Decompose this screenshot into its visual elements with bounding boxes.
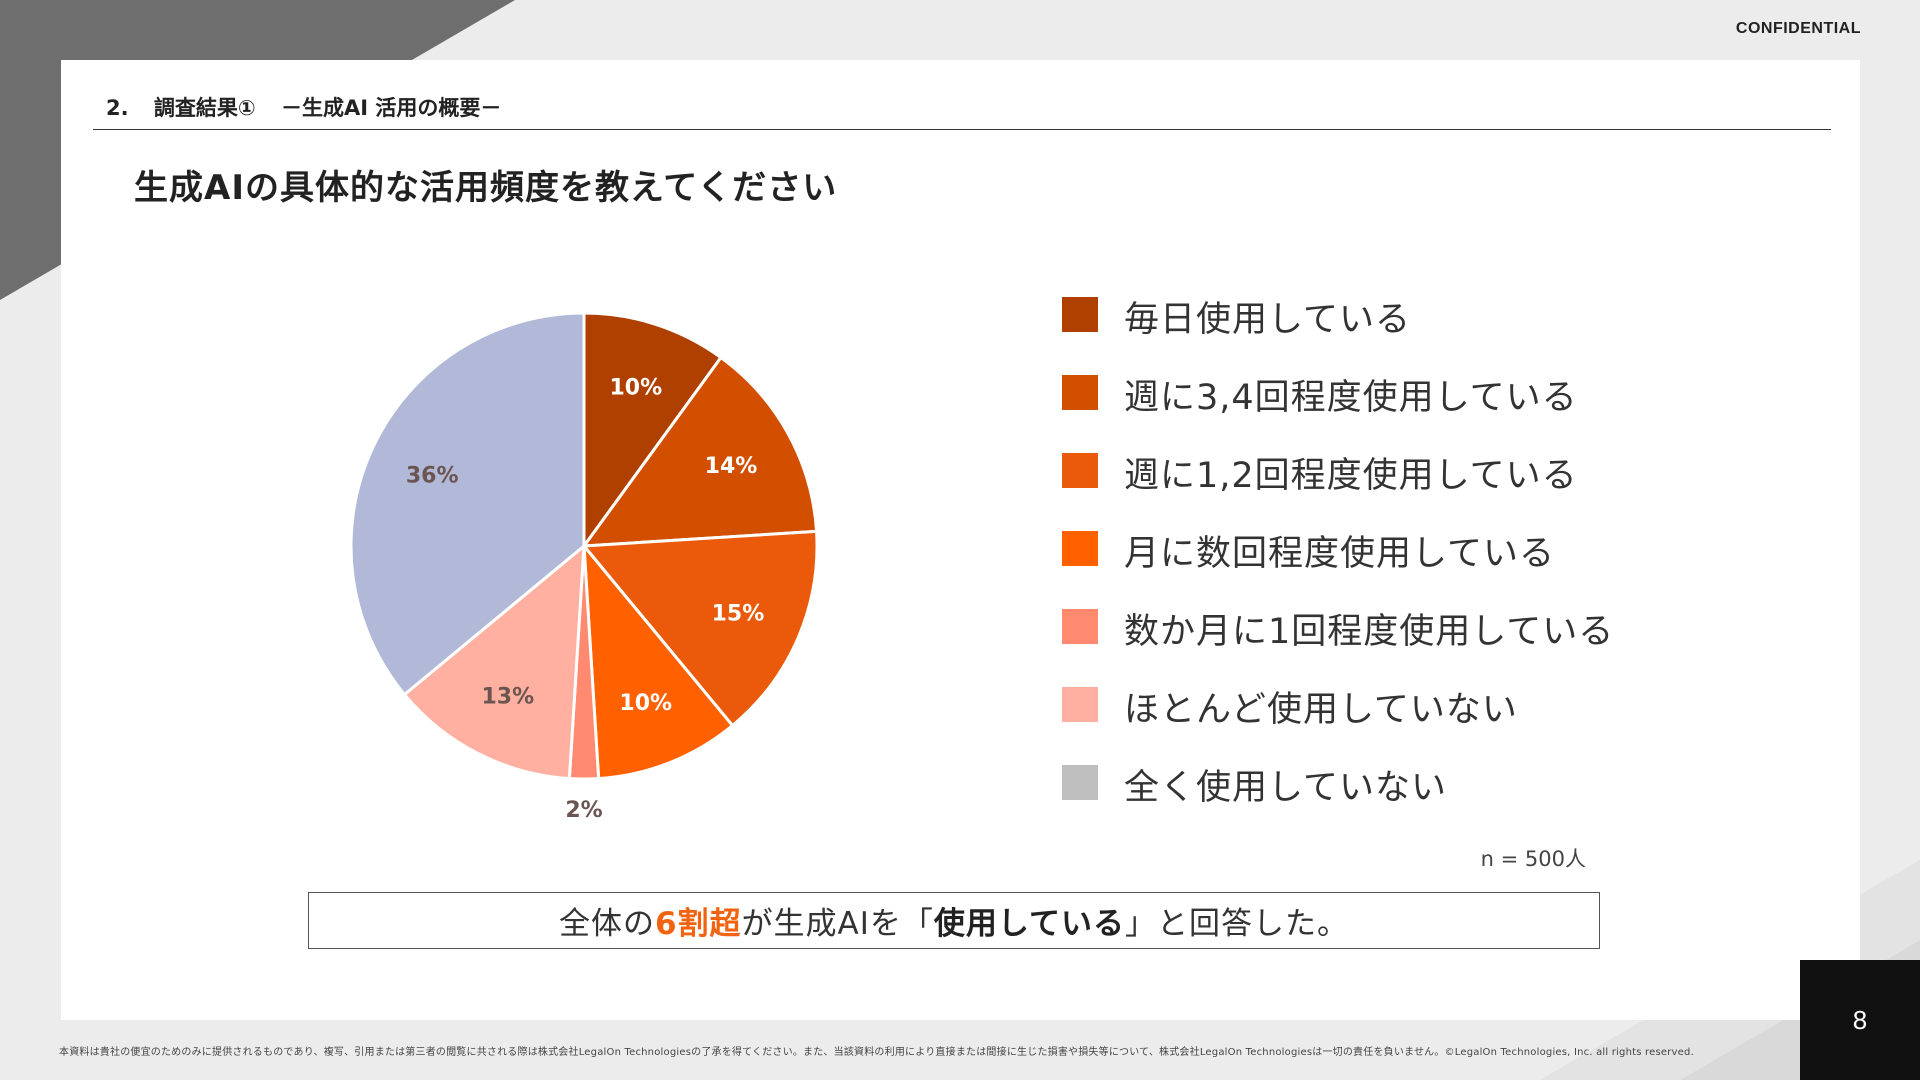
legend-item: 毎日使用している <box>1062 291 1682 340</box>
legend-label: 毎日使用している <box>1124 300 1411 340</box>
section-divider <box>93 129 1831 130</box>
legend-swatch <box>1062 531 1098 566</box>
legend-swatch <box>1062 297 1098 332</box>
footer-disclaimer: 本資料は貴社の便宜のためのみに提供されるものであり、複写、引用または第三者の閲覧… <box>59 1047 1694 1058</box>
pie-slice <box>582 311 724 551</box>
legend-item: 数か月に1回程度使用している <box>1062 603 1682 652</box>
section-subtitle: －生成AI 活用の概要－ <box>281 96 502 120</box>
legend-swatch <box>1062 687 1098 722</box>
legend-item: 週に1,2回程度使用している <box>1062 447 1682 496</box>
legend-swatch <box>1062 375 1098 410</box>
legend-swatch <box>1062 765 1098 800</box>
pie-data-label: 10% <box>610 375 663 400</box>
conclusion-highlight: 6割超 <box>654 906 742 942</box>
pie-slice <box>580 529 819 728</box>
legend-swatch <box>1062 609 1098 644</box>
pie-data-label: 10% <box>619 691 672 716</box>
pie-slice <box>582 541 735 781</box>
legend-label: 数か月に1回程度使用している <box>1124 612 1615 652</box>
legend-label: 週に1,2回程度使用している <box>1124 456 1578 496</box>
legend-item: 全く使用していない <box>1062 759 1682 808</box>
sample-size-note: n = 500人 <box>1480 847 1586 871</box>
conclusion-text: が生成AIを「 <box>741 906 934 942</box>
conclusion-text: 全体の <box>558 906 655 942</box>
legend-swatch <box>1062 453 1098 488</box>
conclusion-box: 全体の 6割超 が生成AIを「 使用している 」と回答した。 <box>308 892 1600 949</box>
pie-slice <box>349 311 586 697</box>
legend-label: 全く使用していない <box>1124 768 1447 808</box>
pie-data-label: 15% <box>712 602 765 627</box>
conclusion-emphasis: 使用している <box>933 906 1125 942</box>
legend-item: ほとんど使用していない <box>1062 681 1682 730</box>
legend-label: ほとんど使用していない <box>1124 690 1518 730</box>
confidential-label: CONFIDENTIAL <box>1735 20 1861 37</box>
legend-item: 月に数回程度使用している <box>1062 525 1682 574</box>
legend-label: 週に3,4回程度使用している <box>1124 378 1578 418</box>
pie-slice <box>402 542 586 781</box>
legend-item: 週に3,4回程度使用している <box>1062 369 1682 418</box>
pie-data-label: 14% <box>705 454 758 479</box>
pie-data-label: 2% <box>565 798 602 823</box>
section-header: 2. 調査結果① －生成AI 活用の概要－ <box>106 92 519 122</box>
conclusion-text: 」と回答した。 <box>1125 906 1349 942</box>
page-number: 8 <box>1800 960 1920 1080</box>
pie-data-label: 13% <box>482 684 535 709</box>
section-title: 調査結果① <box>153 96 256 120</box>
legend-label: 月に数回程度使用している <box>1124 534 1555 574</box>
pie-data-label: 36% <box>406 464 459 489</box>
section-number: 2. <box>106 96 129 120</box>
pie-slice <box>580 355 819 548</box>
slide-title: 生成AIの具体的な活用頻度を教えてください <box>134 168 838 208</box>
